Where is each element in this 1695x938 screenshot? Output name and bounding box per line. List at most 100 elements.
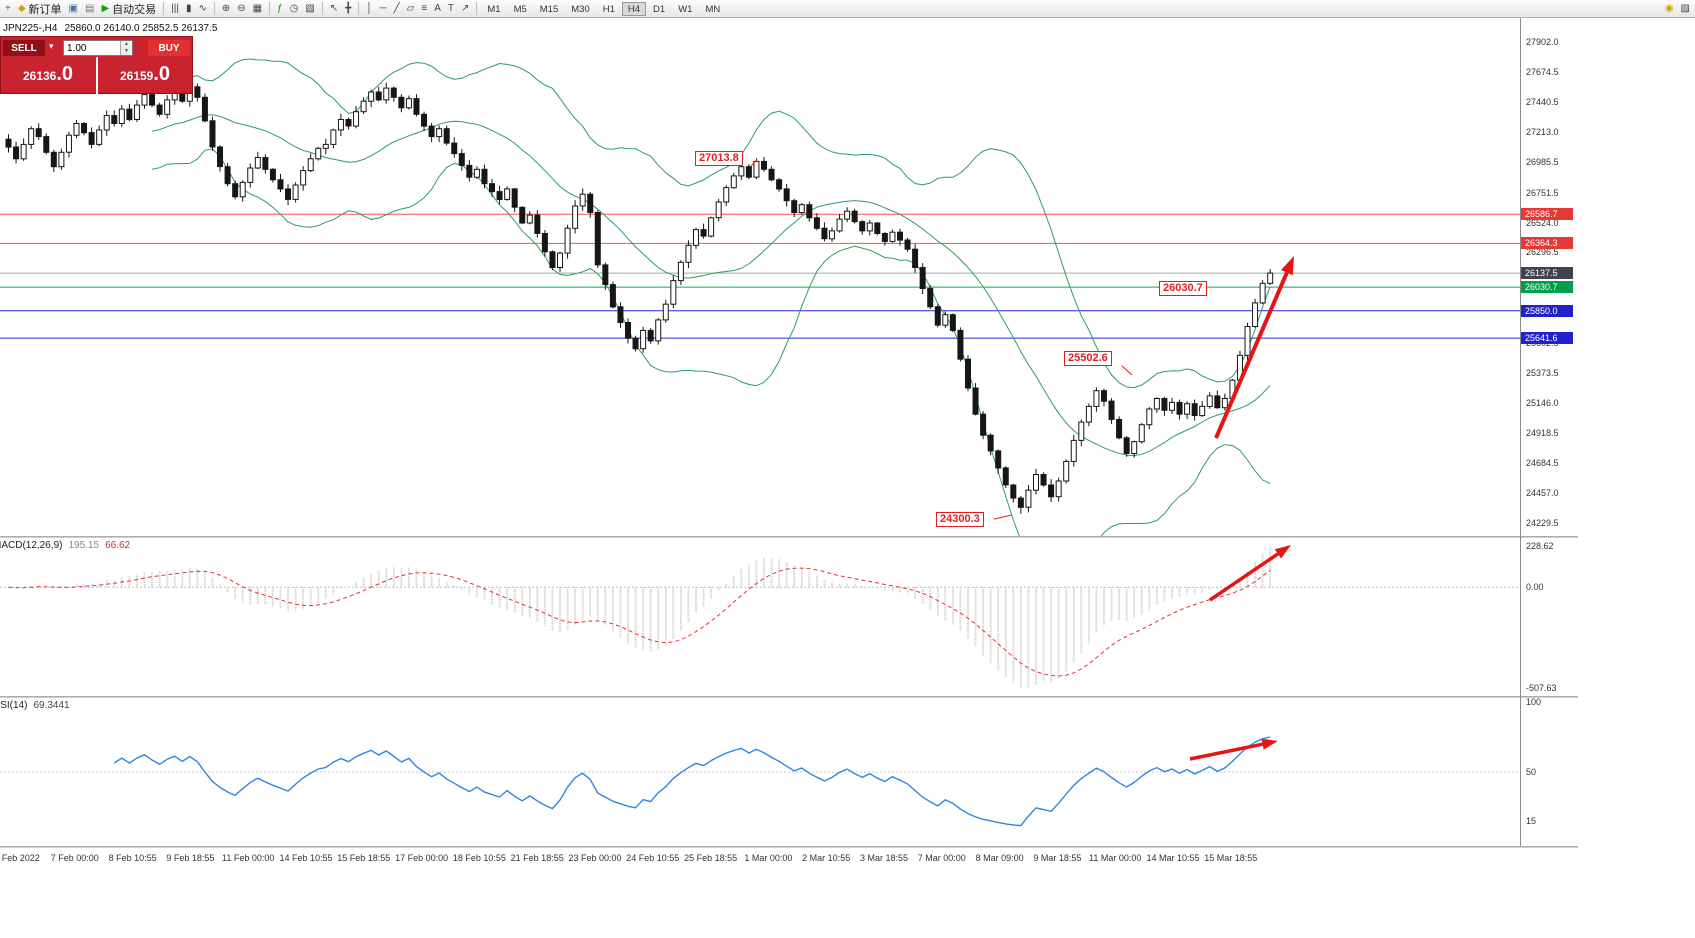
- candles-chart-type-icon[interactable]: ▮: [185, 2, 192, 14]
- sell-button[interactable]: SELL: [3, 40, 45, 56]
- volume-stepper[interactable]: ▲ ▼: [120, 41, 132, 55]
- new-order-button[interactable]: ◆ 新订单: [17, 2, 62, 16]
- timeframe-w1-button[interactable]: W1: [678, 3, 693, 15]
- timeframe-h4-button[interactable]: H4: [621, 1, 647, 16]
- rsi-label: RSI(14) 69.3441: [0, 700, 70, 711]
- time-axis[interactable]: 4 Feb 2022 7 Feb 00:00 8 Feb 10:55 9 Feb 18…: [0, 848, 1520, 872]
- rsi-indicator-panel[interactable]: [0, 698, 1520, 846]
- arrows-icon[interactable]: ↗: [460, 2, 470, 14]
- timeframe-m15-button[interactable]: M15: [539, 3, 559, 15]
- price-tag: 26137.5: [1521, 267, 1573, 280]
- macd-scale-top: 228.62: [1526, 541, 1554, 551]
- volume-input[interactable]: [64, 41, 120, 55]
- text-label-icon[interactable]: T: [447, 2, 454, 14]
- time-axis-label: 15 Mar 18:55: [1204, 853, 1258, 863]
- indicators-icon[interactable]: ƒ: [277, 2, 283, 14]
- chart-window-icon[interactable]: ▣: [68, 2, 78, 14]
- time-axis-label: 11 Mar 00:00: [1089, 853, 1142, 863]
- price-axis-label: 25373.5: [1526, 368, 1559, 379]
- price-axis[interactable]: 27902.0 27674.5 27440.5 27213.0 26985.5 26751…: [1520, 18, 1578, 846]
- toolbar-sep: [358, 2, 360, 15]
- stepper-down-icon[interactable]: ▼: [124, 48, 129, 54]
- time-axis-label: 9 Feb 18:55: [166, 853, 215, 863]
- channel-icon[interactable]: ▱: [406, 2, 415, 14]
- price-annotation[interactable]: 27013.8: [695, 151, 743, 166]
- timeframe-d1-button[interactable]: D1: [653, 3, 666, 15]
- horizontal-line-icon[interactable]: ─: [379, 2, 387, 14]
- toolbar-sep: [476, 2, 478, 15]
- autotrading-button[interactable]: ▶ 自动交易: [101, 2, 157, 16]
- toolbar-sep: [269, 2, 271, 15]
- chart-ohlc-header: JPN225-,H4 25860.0 26140.0 25852.5 26137.…: [3, 23, 217, 34]
- timeframe-m30-button[interactable]: M30: [571, 3, 590, 15]
- macd-indicator-panel[interactable]: [0, 538, 1520, 696]
- timeframe-m5-button[interactable]: M5: [513, 3, 527, 15]
- line-chart-type-icon[interactable]: ∿: [198, 2, 207, 14]
- toolbar-sep: [213, 2, 215, 15]
- macd-scale-bottom: -507.63: [1526, 683, 1557, 693]
- trade-menu-caret-icon[interactable]: ▾: [49, 41, 54, 51]
- macd-name: MACD(12,26,9): [0, 540, 63, 551]
- fibonacci-icon[interactable]: ≡: [421, 2, 428, 14]
- sell-price[interactable]: 26136.0: [1, 58, 95, 92]
- dock-panel-icon[interactable]: ▨: [1680, 2, 1690, 14]
- price-axis-label: 24229.5: [1526, 518, 1559, 528]
- timeframe-h1-button[interactable]: H1: [602, 3, 615, 15]
- time-axis-label: 21 Feb 18:55: [510, 853, 564, 863]
- main-toolbar: + ◆ 新订单 ▣ ▤ ▶ 自动交易 ||| ▮ ∿ ⊕ ⊖ ▦ ƒ ◷ ▧ ↖ ╋ │ ─ ╱ ▱ ≡ A T ↗ M1 M5 M15…: [0, 0, 1695, 18]
- rsi-scale-label: 15: [1526, 816, 1537, 826]
- price-axis-label: 26751.5: [1526, 187, 1559, 198]
- time-axis-label: 4 Feb 2022: [0, 853, 40, 863]
- stepper-up-icon[interactable]: ▲: [124, 41, 129, 47]
- price-axis-label: 25146.0: [1526, 398, 1559, 408]
- buy-button[interactable]: BUY: [148, 40, 190, 56]
- time-axis-label: 18 Feb 10:55: [452, 853, 506, 863]
- price-tag: 25850.0: [1521, 304, 1573, 317]
- price-tag: 26586.7: [1521, 208, 1573, 221]
- time-axis-label: 7 Mar 00:00: [917, 853, 966, 863]
- templates-icon[interactable]: ▧: [305, 2, 315, 14]
- price-divider: [96, 57, 98, 94]
- zoom-out-icon[interactable]: ⊖: [237, 2, 246, 14]
- bars-chart-type-icon[interactable]: |||: [171, 2, 179, 14]
- rsi-scale-label: 50: [1526, 767, 1537, 777]
- new-chart-icon[interactable]: +: [5, 2, 11, 14]
- timeframe-mn-button[interactable]: MN: [705, 3, 721, 15]
- alert-icon[interactable]: ◉: [1664, 2, 1674, 14]
- sell-price-big-digits: .0: [56, 63, 74, 85]
- time-axis-label: 8 Mar 09:00: [975, 853, 1024, 863]
- profile-icon[interactable]: ▤: [85, 2, 95, 14]
- buy-price-main: 26159: [119, 69, 154, 83]
- tile-windows-icon[interactable]: ▦: [252, 2, 263, 14]
- macd-label: MACD(12,26,9) 195.15 66.62: [0, 540, 130, 551]
- panel-divider[interactable]: [0, 696, 1578, 698]
- rsi-scale-label: 100: [1526, 697, 1542, 707]
- panel-divider[interactable]: [0, 846, 1578, 848]
- price-annotation[interactable]: 26030.7: [1159, 281, 1207, 296]
- chart-window[interactable]: JPN225-,H4 25860.0 26140.0 25852.5 26137.…: [0, 18, 1695, 874]
- panel-divider[interactable]: [0, 536, 1578, 538]
- zoom-in-icon[interactable]: ⊕: [221, 2, 231, 14]
- price-tag: 26364.3: [1521, 237, 1573, 250]
- rsi-value: 69.3441: [33, 700, 70, 711]
- price-annotation[interactable]: 25502.6: [1064, 351, 1112, 366]
- toolbar-sep: [163, 2, 165, 15]
- buy-price[interactable]: 26159.0: [98, 58, 192, 92]
- timeframe-m1-button[interactable]: M1: [487, 3, 501, 15]
- periods-icon[interactable]: ◷: [289, 2, 299, 14]
- text-icon[interactable]: A: [434, 2, 441, 14]
- trendline-icon[interactable]: ╱: [393, 2, 400, 14]
- time-axis-label: 15 Feb 18:55: [337, 853, 391, 863]
- crosshair-icon[interactable]: ╋: [345, 2, 352, 14]
- chart-annotations-layer: 27013.8 26030.7 25502.6 24300.3: [0, 18, 1520, 846]
- time-axis-label: 8 Feb 10:55: [108, 853, 157, 863]
- sell-price-main: 26136: [22, 69, 57, 83]
- price-annotation[interactable]: 24300.3: [936, 512, 984, 527]
- time-axis-label: 14 Feb 10:55: [279, 853, 333, 863]
- time-axis-label: 24 Feb 10:55: [626, 853, 680, 863]
- candlestick-chart[interactable]: [0, 18, 1520, 536]
- vertical-line-icon[interactable]: │: [366, 2, 373, 14]
- cursor-icon[interactable]: ↖: [329, 2, 339, 14]
- macd-main-value: 195.15: [68, 540, 100, 551]
